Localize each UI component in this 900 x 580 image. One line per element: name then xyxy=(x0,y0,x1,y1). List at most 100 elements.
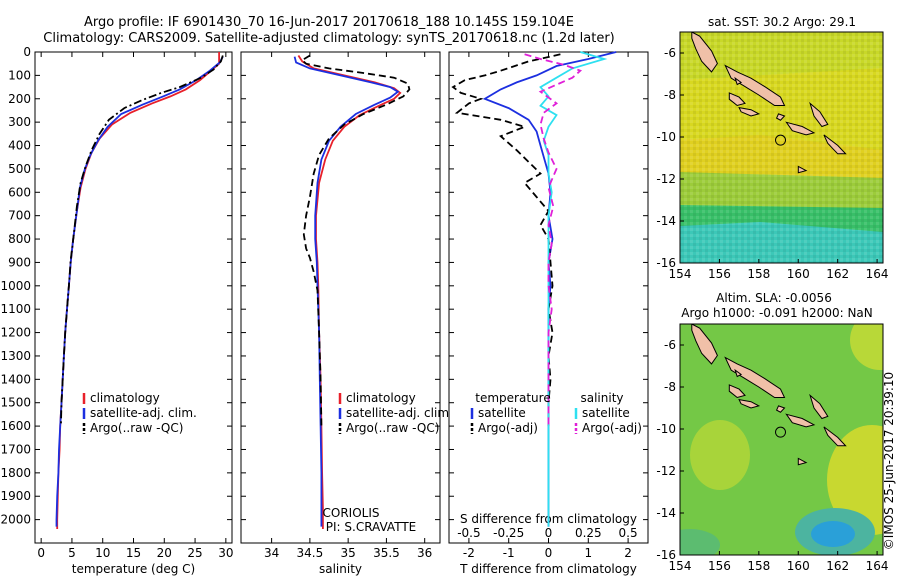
sla-ytick-label: -14 xyxy=(656,506,676,520)
sst-ytick-label: -10 xyxy=(656,130,676,144)
temperature-ytick-label: 1300 xyxy=(0,349,31,363)
temperature-ytick-label: 800 xyxy=(8,232,31,246)
sla-island xyxy=(785,413,816,428)
temperature-ytick-label: 600 xyxy=(8,185,31,199)
sst-ytick-label: -6 xyxy=(664,46,676,60)
salinity-panel: 34 34.5 35 35.5 36 salinity climatologysatelli… xyxy=(240,51,453,576)
temperature-ytick-label: 2000 xyxy=(0,513,31,527)
salinity-plot-frame xyxy=(240,51,441,544)
differences-legend-entry-temperature: Argo(-adj) xyxy=(478,421,538,435)
differences-legend-title-salinity: salinity xyxy=(580,391,623,405)
temperature-legend-entry: satellite-adj. clim. xyxy=(90,406,197,420)
differences-xtick-label: 0 xyxy=(545,546,553,560)
sst-map: sat. SST: 30.2 Argo: 29.1 154 156 158 160 16… xyxy=(656,15,888,281)
salinity-xlabel: salinity xyxy=(319,562,362,576)
sst-ytick-label: -16 xyxy=(656,256,676,270)
sla-map-axes: 154 156 158 160 162 164 -6 -8 -10 -12 -14 -16 xyxy=(656,338,888,573)
temperature-ytick-label: 1900 xyxy=(0,489,31,503)
sst-ytick-label: -12 xyxy=(656,172,676,186)
sla-map-subtitle: Argo h1000: -0.091 h2000: NaN xyxy=(681,306,873,320)
sst-texture xyxy=(680,32,883,263)
temperature-plot-frame xyxy=(34,51,233,544)
sla-ridge-west xyxy=(690,420,750,490)
temperature-ytick-label: 100 xyxy=(8,68,31,82)
sla-ytick-label: -12 xyxy=(656,464,676,478)
sla-island xyxy=(809,393,829,420)
sla-island xyxy=(724,356,786,398)
temperature-ytick-label: 1400 xyxy=(0,372,31,386)
temperature-legend-entry: climatology xyxy=(90,391,160,405)
sla-map: Altim. SLA: -0.0056 Argo h1000: -0.091 h… xyxy=(656,291,888,573)
figure-title-line2: Climatology: CARS2009. Satellite-adjuste… xyxy=(43,31,615,46)
sla-xtick-label: 156 xyxy=(708,559,731,573)
differences-stick-label: 0 xyxy=(545,526,553,540)
imos-stamp: ©IMOS 25-Jun-2017 20:39:10 xyxy=(882,372,896,550)
differences-stick-label: 0.5 xyxy=(619,526,638,540)
sst-ytick-label: -8 xyxy=(664,88,676,102)
sst-island xyxy=(738,106,761,117)
temperature-ytick-label: 1700 xyxy=(0,442,31,456)
temperature-xtick-label: 20 xyxy=(157,546,172,560)
sst-island xyxy=(728,92,746,107)
salinity-legend-entry: Argo(..raw -QC) xyxy=(346,421,439,435)
temperature-xtick-label: 15 xyxy=(126,546,141,560)
temperature-xtick-label: 0 xyxy=(37,546,45,560)
differences-legend-entry-salinity: Argo(-adj) xyxy=(582,421,642,435)
temperature-ytick-label: 0 xyxy=(23,45,31,59)
differences-series-temperature-argo-adj- xyxy=(451,53,561,427)
temperature-ytick-label: 700 xyxy=(8,209,31,223)
sst-map-axes: 154 156 158 160 162 164 -6 -8 -10 -12 -14 -16 xyxy=(656,46,888,281)
salinity-legend-entry: satellite-adj. clim. xyxy=(346,406,453,420)
sla-island xyxy=(734,368,743,378)
temperature-ytick-label: 200 xyxy=(8,92,31,106)
sla-island xyxy=(738,398,761,409)
sst-map-frame xyxy=(679,31,884,264)
temperature-panel: 0 5 10 15 20 25 300100200300400500600700800900… xyxy=(0,45,233,576)
temperature-xtick-label: 5 xyxy=(68,546,76,560)
temperature-ytick-label: 300 xyxy=(8,115,31,129)
sst-island xyxy=(724,64,786,106)
differences-series-salinity-argo-adj- xyxy=(524,53,583,427)
salinity-xtick-label: 35.5 xyxy=(373,546,400,560)
salinity-xtick-label: 34.5 xyxy=(297,546,324,560)
salinity-series-argo-raw-qc- xyxy=(300,54,411,427)
sst-island xyxy=(775,113,786,121)
temperature-xtick-label: 10 xyxy=(95,546,110,560)
sst-land-outlines xyxy=(691,32,847,174)
temperature-legend-entry: Argo(..raw -QC) xyxy=(90,421,183,435)
temperature-ytick-label: 1100 xyxy=(0,302,31,316)
temperature-xtick-label: 25 xyxy=(187,546,202,560)
temperature-ytick-label: 1500 xyxy=(0,396,31,410)
sst-xtick-label: 160 xyxy=(787,267,810,281)
differences-legend-entry-salinity: satellite xyxy=(582,406,630,420)
salinity-xtick-label: 36 xyxy=(417,546,432,560)
sla-high-east xyxy=(827,425,883,535)
differences-stick-label: -0.5 xyxy=(457,526,480,540)
sla-ytick-label: -16 xyxy=(656,548,676,562)
sla-ytick-label: -10 xyxy=(656,422,676,436)
sla-low-west xyxy=(680,529,720,555)
difference-panel: -2 -1 0 1 2-0.5 -0.25 0 0.25 0.5S difference fro… xyxy=(448,51,649,576)
temperature-ytick-label: 500 xyxy=(8,162,31,176)
sla-xtick-label: 164 xyxy=(866,559,889,573)
sst-map-title: sat. SST: 30.2 Argo: 29.1 xyxy=(708,15,856,29)
credit-lab: CORIOLIS xyxy=(323,506,380,520)
sst-island xyxy=(734,76,743,86)
sst-xtick-label: 162 xyxy=(826,267,849,281)
temperature-ytick-label: 1200 xyxy=(0,326,31,340)
temperature-ytick-label: 1800 xyxy=(0,466,31,480)
sst-island xyxy=(691,32,718,73)
temperature-ytick-label: 1600 xyxy=(0,419,31,433)
sla-island xyxy=(775,405,786,413)
figure-title-line1: Argo profile: IF 6901430_70 16-Jun-2017 … xyxy=(84,15,574,30)
differences-xtick-label: 1 xyxy=(584,546,592,560)
salinity-legend-entry: climatology xyxy=(346,391,416,405)
sla-ytick-label: -6 xyxy=(664,338,676,352)
sst-float-marker xyxy=(775,134,787,146)
temperature-xtick-label: 30 xyxy=(218,546,233,560)
sst-xtick-label: 154 xyxy=(669,267,692,281)
differences-xtick-label: 2 xyxy=(624,546,632,560)
salinity-xtick-label: 34 xyxy=(264,546,279,560)
differences-legend-title-temperature: temperature xyxy=(475,391,550,405)
